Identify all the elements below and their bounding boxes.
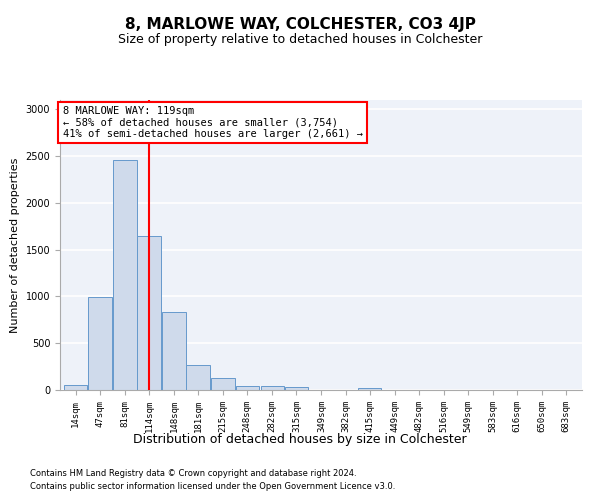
Bar [358, 388, 382, 390]
Bar [137, 236, 161, 390]
Bar [88, 298, 112, 390]
Bar [211, 378, 235, 390]
Text: Contains HM Land Registry data © Crown copyright and database right 2024.: Contains HM Land Registry data © Crown c… [30, 468, 356, 477]
Bar [187, 364, 210, 390]
Bar [260, 386, 284, 390]
Text: 8 MARLOWE WAY: 119sqm
← 58% of detached houses are smaller (3,754)
41% of semi-d: 8 MARLOWE WAY: 119sqm ← 58% of detached … [62, 106, 362, 139]
Text: Distribution of detached houses by size in Colchester: Distribution of detached houses by size … [133, 432, 467, 446]
Bar [236, 386, 259, 390]
Text: 8, MARLOWE WAY, COLCHESTER, CO3 4JP: 8, MARLOWE WAY, COLCHESTER, CO3 4JP [125, 18, 475, 32]
Bar [113, 160, 137, 390]
Bar [285, 387, 308, 390]
Bar [64, 386, 88, 390]
Text: Contains public sector information licensed under the Open Government Licence v3: Contains public sector information licen… [30, 482, 395, 491]
Y-axis label: Number of detached properties: Number of detached properties [10, 158, 20, 332]
Bar [162, 312, 186, 390]
Text: Size of property relative to detached houses in Colchester: Size of property relative to detached ho… [118, 32, 482, 46]
